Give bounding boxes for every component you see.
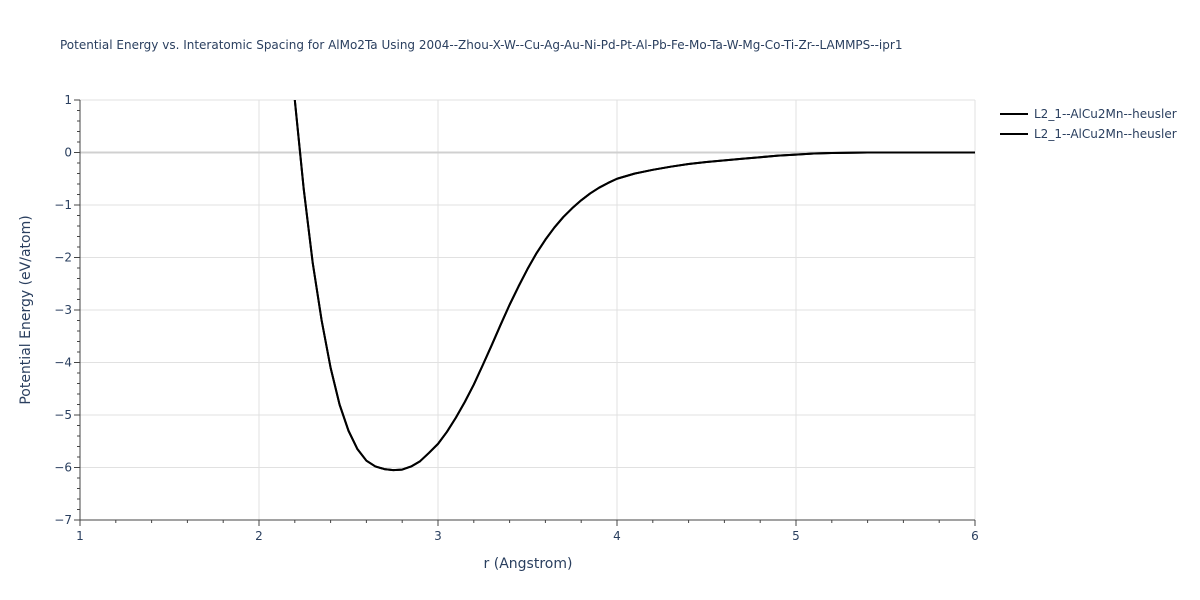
x-tick-label: 6 xyxy=(971,529,979,543)
grid xyxy=(80,99,976,520)
x-tick-label: 3 xyxy=(434,529,442,543)
y-tick-label: −3 xyxy=(54,303,72,317)
legend[interactable]: L2_1--AlCu2Mn--heusler L2_1--AlCu2Mn--heu… xyxy=(1000,107,1177,141)
legend-label: L2_1--AlCu2Mn--heusler xyxy=(1034,127,1177,141)
y-axis-title: Potential Energy (eV/atom) xyxy=(18,215,34,404)
y-tick-label: −1 xyxy=(54,198,72,212)
y-tick-label: 0 xyxy=(64,146,72,160)
chart-title: Potential Energy vs. Interatomic Spacing… xyxy=(60,38,903,52)
x-tick-label: 1 xyxy=(76,529,84,543)
legend-item-1[interactable]: L2_1--AlCu2Mn--heusler xyxy=(1000,107,1177,121)
y-tick-label: −5 xyxy=(54,408,72,422)
y-tick-label: −4 xyxy=(54,356,72,370)
x-tick-label: 4 xyxy=(613,529,621,543)
x-tick-label: 2 xyxy=(255,529,263,543)
x-axis-title: r (Angstrom) xyxy=(484,556,573,572)
y-tick-label: 1 xyxy=(64,93,72,107)
legend-item-2[interactable]: L2_1--AlCu2Mn--heusler xyxy=(1000,127,1177,141)
x-tick-label: 5 xyxy=(792,529,800,543)
y-tick-label: −2 xyxy=(54,251,72,265)
series-lines xyxy=(293,100,975,472)
y-tick-label: −6 xyxy=(54,461,72,475)
axes: 1 2 3 4 5 6 1 0 −1 −2 −3 −4 −5 −6 −7 xyxy=(54,93,979,543)
legend-label: L2_1--AlCu2Mn--heusler xyxy=(1034,107,1177,121)
y-tick-label: −7 xyxy=(54,513,72,527)
series-line-2 xyxy=(293,100,975,472)
